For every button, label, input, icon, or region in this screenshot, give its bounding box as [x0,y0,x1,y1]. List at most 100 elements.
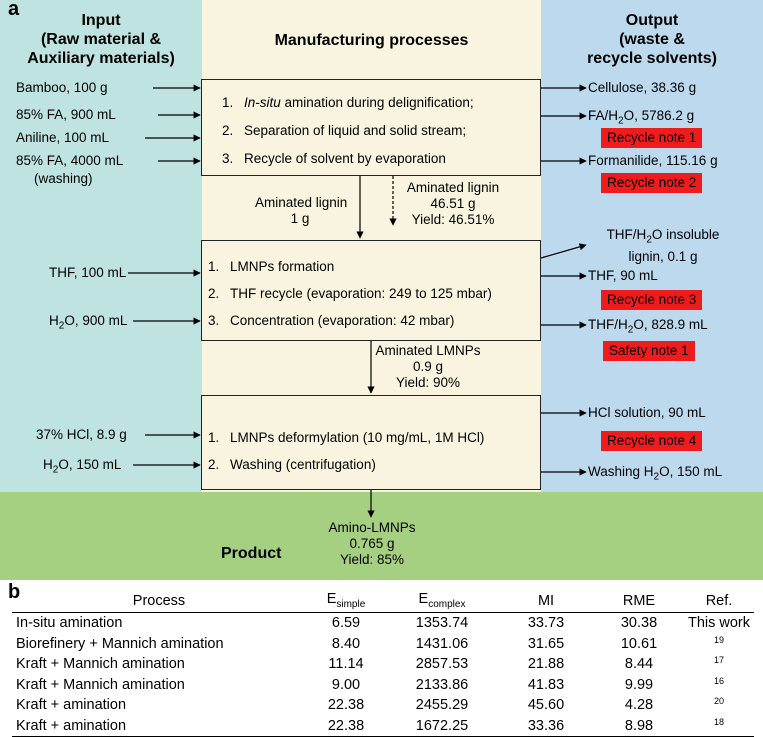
input-header-line3: Auxiliary materials) [27,50,175,67]
line: 0.765 g [349,536,395,551]
step-text: Recycle of solvent by evaporation [244,151,446,166]
input-fa-900: 85% FA, 900 mL [16,107,116,122]
text-part: O insoluble [651,227,720,242]
recycle-note-1[interactable]: Recycle note 1 [601,128,703,148]
text-part: THF/H [588,317,628,332]
product-band [0,492,763,580]
cell-mi: 21.88 [527,656,565,673]
cell-rme: 10.61 [620,635,658,652]
product-label: Product [221,545,282,562]
stage3-step-1: 1. LMNPs deformylation (10 mg/mL, 1M HCl) [208,430,484,446]
cell-e-simple: 22.38 [306,715,386,737]
text-part: H [49,313,59,328]
input-thf: THF, 100 mL [49,265,127,280]
line: Aminated LMNPs [375,343,481,358]
subscript: 2 [58,320,65,332]
stage3-step-2: 2. Washing (centrifugation) [208,457,376,473]
line: Amino-LMNPs [328,520,416,535]
cell-e-simple: 22.38 [327,697,365,714]
cell-e-simple: 11.14 [328,656,364,673]
safety-note-1[interactable]: Safety note 1 [603,341,695,361]
header-e-complex: Ecomplex [386,590,498,613]
cell-mi: 31.65 [527,635,565,652]
cell-process: Kraft + amination [16,697,127,714]
stage1-step-1: 1. In-situ amination during delignificati… [222,95,474,111]
step-text: LMNPs deformylation (10 mg/mL, 1M HCl) [230,430,485,445]
step-text: amination during delignification; [280,95,474,110]
cell-e-complex: 1431.06 [415,635,469,652]
input-aniline: Aniline, 100 mL [16,130,110,145]
input-header-line2: (Raw material & [40,31,162,48]
line: Yield: 85% [339,552,405,567]
flow-arrows [128,84,587,518]
ref-superscript: 18 [713,716,724,727]
cell-e-complex: 2857.53 [415,656,469,673]
cell-process: In-situ amination [16,615,123,632]
cell-e-simple: 9.00 [331,676,361,693]
line: Yield: 90% [395,375,461,390]
output-column [541,0,763,492]
recycle-note-2[interactable]: Recycle note 2 [601,173,703,193]
stage1-box: 1. In-situ amination during delignificati… [201,79,541,176]
header-ref: Ref. [684,590,754,613]
table-row: Biorefinery + Mannich amination 8.40 143… [12,634,754,655]
text-part: O, 828.9 mL [633,317,708,332]
subscript: 2 [646,234,652,246]
cell-mi: 41.83 [527,676,565,693]
ref-superscript: 17 [713,655,724,666]
metrics-table: Process Esimple Ecomplex MI RME Ref. In-… [12,590,754,737]
line: Yield: 46.51% [411,212,495,227]
stage1-step-3: 3. Recycle of solvent by evaporation [222,151,446,167]
step-text: Washing (centrifugation) [230,457,376,472]
stage2-step-1: 1. LMNPs formation [208,259,334,275]
cell-ref: 19 [684,634,754,655]
step-number: 2. [222,123,234,138]
step-number: 2. [208,457,220,472]
recycle-note-3[interactable]: Recycle note 3 [601,290,703,310]
cell-e-simple: 6.59 [331,615,361,632]
output-thf: THF, 90 mL [588,268,658,283]
step-text: LMNPs formation [230,259,335,274]
table-row: Kraft + amination 22.38 1672.25 33.36 8.… [12,715,754,737]
recycle-note-4[interactable]: Recycle note 4 [601,431,703,451]
output-thf-h2o: THF/H2O, 828.9 mL [588,317,708,339]
stage3-box: 1. LMNPs deformylation (10 mg/mL, 1M HCl)… [201,395,541,490]
text-part: O, 150 mL [58,457,122,472]
cell-e-complex: 1353.74 [415,615,469,632]
step-emphasis: In-situ [244,95,281,110]
output-formanilide: Formanilide, 115.16 g [588,153,718,168]
stage1-step-2: 2. Separation of liquid and solid stream; [222,123,466,139]
cell-e-simple: 8.40 [331,635,361,652]
header-process: Process [12,590,306,613]
output-washing-h2o: Washing H2O, 150 mL [588,464,722,486]
input-h2o-150: H2O, 150 mL [43,457,121,479]
table-row: Kraft + amination 22.38 2455.29 45.60 4.… [12,695,754,716]
line: THF/H2O insoluble [578,227,748,249]
input-header-line1: Input [81,12,121,29]
text-part: FA/H [588,108,619,123]
text-part: E [418,591,429,608]
product-details: Amino-LMNPs 0.765 g Yield: 85% [312,520,432,568]
input-header: Input (Raw material & Auxiliary material… [0,11,202,68]
ref-superscript: 19 [713,634,724,645]
step-text: THF recycle (evaporation: 249 to 125 mba… [230,286,492,301]
transfer1-left: Aminated lignin 1 g [255,195,347,227]
header-e-simple: Esimple [306,590,386,613]
subscript: complex [428,598,466,610]
table-row: In-situ amination 6.59 1353.74 33.73 30.… [12,613,754,634]
input-bamboo: Bamboo, 100 g [16,80,108,95]
text-part: E [326,591,337,608]
table-row: Kraft + Mannich amination 9.00 2133.86 4… [12,675,754,696]
output-hcl-solution: HCl solution, 90 mL [588,405,706,420]
output-header-line1: Output [625,12,679,29]
cell-ref: 20 [684,695,754,716]
arrow-out-insoluble [540,243,587,259]
line: 0.9 g [412,359,444,374]
input-fa-4000: 85% FA, 4000 mL [16,153,124,168]
step-number: 1. [208,430,220,445]
output-insoluble-lignin: THF/H2O insoluble lignin, 0.1 g [578,227,748,265]
process-header: Manufacturing processes [274,32,469,49]
cell-ref: 18 [684,715,754,737]
cell-e-complex: 2455.29 [415,697,469,714]
stage2-box: 1. LMNPs formation 2. THF recycle (evapora… [201,240,541,341]
